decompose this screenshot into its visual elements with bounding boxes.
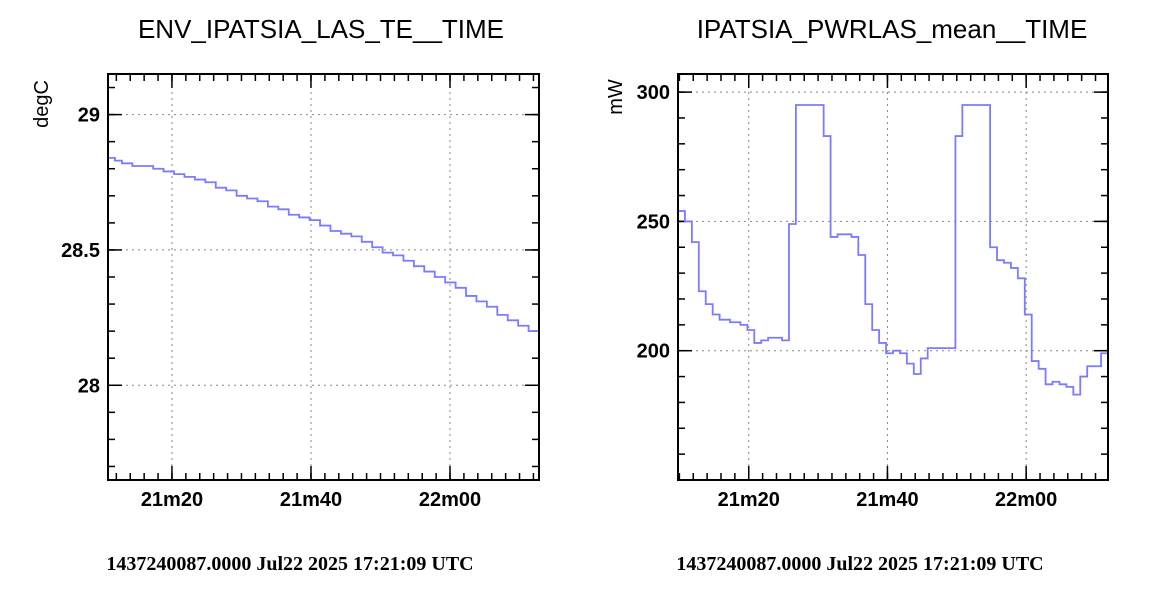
plot-frame [107, 73, 540, 481]
axis-ticks [678, 74, 1108, 481]
power-panel: IPATSIA_PWRLAS_mean__TIME mW 200 250 300 21… [605, 14, 1109, 575]
series-line [678, 104, 1109, 396]
tick-labels: 28 28.5 29 21m20 21m40 22m00 [61, 105, 481, 511]
y-tick-label: 300 [637, 82, 670, 104]
timestamp-footer: 1437240087.0000 Jul22 2025 17:21:09 UTC [676, 553, 1043, 575]
x-tick-label: 22m00 [419, 489, 481, 511]
y-tick-label: 250 [637, 211, 670, 233]
x-tick-label: 21m40 [856, 489, 918, 511]
tick-labels: 200 250 300 21m20 21m40 22m00 [637, 82, 1058, 511]
series-layer [678, 104, 1109, 396]
chart-title: IPATSIA_PWRLAS_mean__TIME [697, 14, 1088, 44]
axis-ticks [108, 74, 539, 480]
grid [678, 74, 1108, 480]
y-tick-label: 28.5 [61, 240, 100, 262]
y-axis-label: degC [31, 80, 53, 128]
x-tick-label: 21m20 [141, 489, 203, 511]
plot-frame [677, 73, 1109, 481]
x-tick-label: 22m00 [995, 489, 1057, 511]
series-line [108, 157, 540, 337]
series-layer [108, 157, 540, 337]
temperature-panel: ENV_IPATSIA_LAS_TE__TIME degC 28 28.5 29 21… [31, 14, 540, 575]
x-tick-label: 21m20 [718, 489, 780, 511]
timestamp-footer: 1437240087.0000 Jul22 2025 17:21:09 UTC [106, 553, 473, 575]
grid [108, 74, 539, 480]
x-tick-label: 21m40 [280, 489, 342, 511]
y-tick-label: 28 [78, 375, 100, 397]
y-axis-label: mW [605, 79, 627, 115]
chart-title: ENV_IPATSIA_LAS_TE__TIME [138, 14, 504, 44]
y-tick-label: 200 [637, 341, 670, 363]
y-tick-label: 29 [78, 105, 100, 127]
